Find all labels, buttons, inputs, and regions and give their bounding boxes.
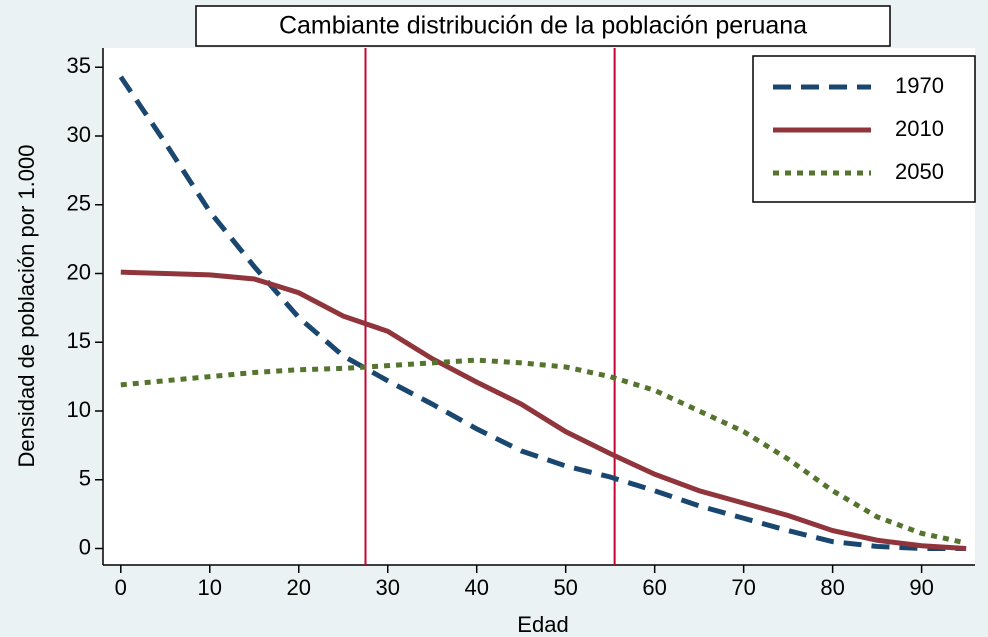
chart-title: Cambiante distribución de la población p… [279, 12, 807, 40]
x-tick-label: 40 [464, 575, 488, 600]
y-tick-label: 15 [67, 328, 91, 353]
title-box [195, 5, 891, 47]
x-tick-label: 50 [553, 575, 577, 600]
x-tick-label: 90 [909, 575, 933, 600]
x-axis-label: Edad [517, 612, 568, 637]
series-line [120, 357, 967, 546]
y-tick-label: 30 [67, 122, 91, 147]
series-line [120, 269, 967, 551]
series-line [118, 75, 967, 551]
x-tick-label: 30 [375, 575, 399, 600]
legend-label: 2010 [895, 116, 944, 141]
x-tick-label: 70 [731, 575, 755, 600]
y-tick-label: 0 [79, 534, 91, 559]
y-axis-label: Densidad de población por 1.000 [14, 145, 39, 468]
x-tick-label: 0 [115, 575, 127, 600]
legend-label: 1970 [895, 73, 944, 98]
x-tick-label: 20 [287, 575, 311, 600]
y-tick-label: 35 [67, 53, 91, 78]
x-tick-label: 80 [820, 575, 844, 600]
x-tick-label: 10 [198, 575, 222, 600]
y-tick-label: 20 [67, 259, 91, 284]
y-tick-label: 10 [67, 397, 91, 422]
y-tick-label: 25 [67, 191, 91, 216]
x-tick-label: 60 [642, 575, 666, 600]
legend-label: 2050 [895, 159, 944, 184]
y-tick-label: 5 [79, 466, 91, 491]
